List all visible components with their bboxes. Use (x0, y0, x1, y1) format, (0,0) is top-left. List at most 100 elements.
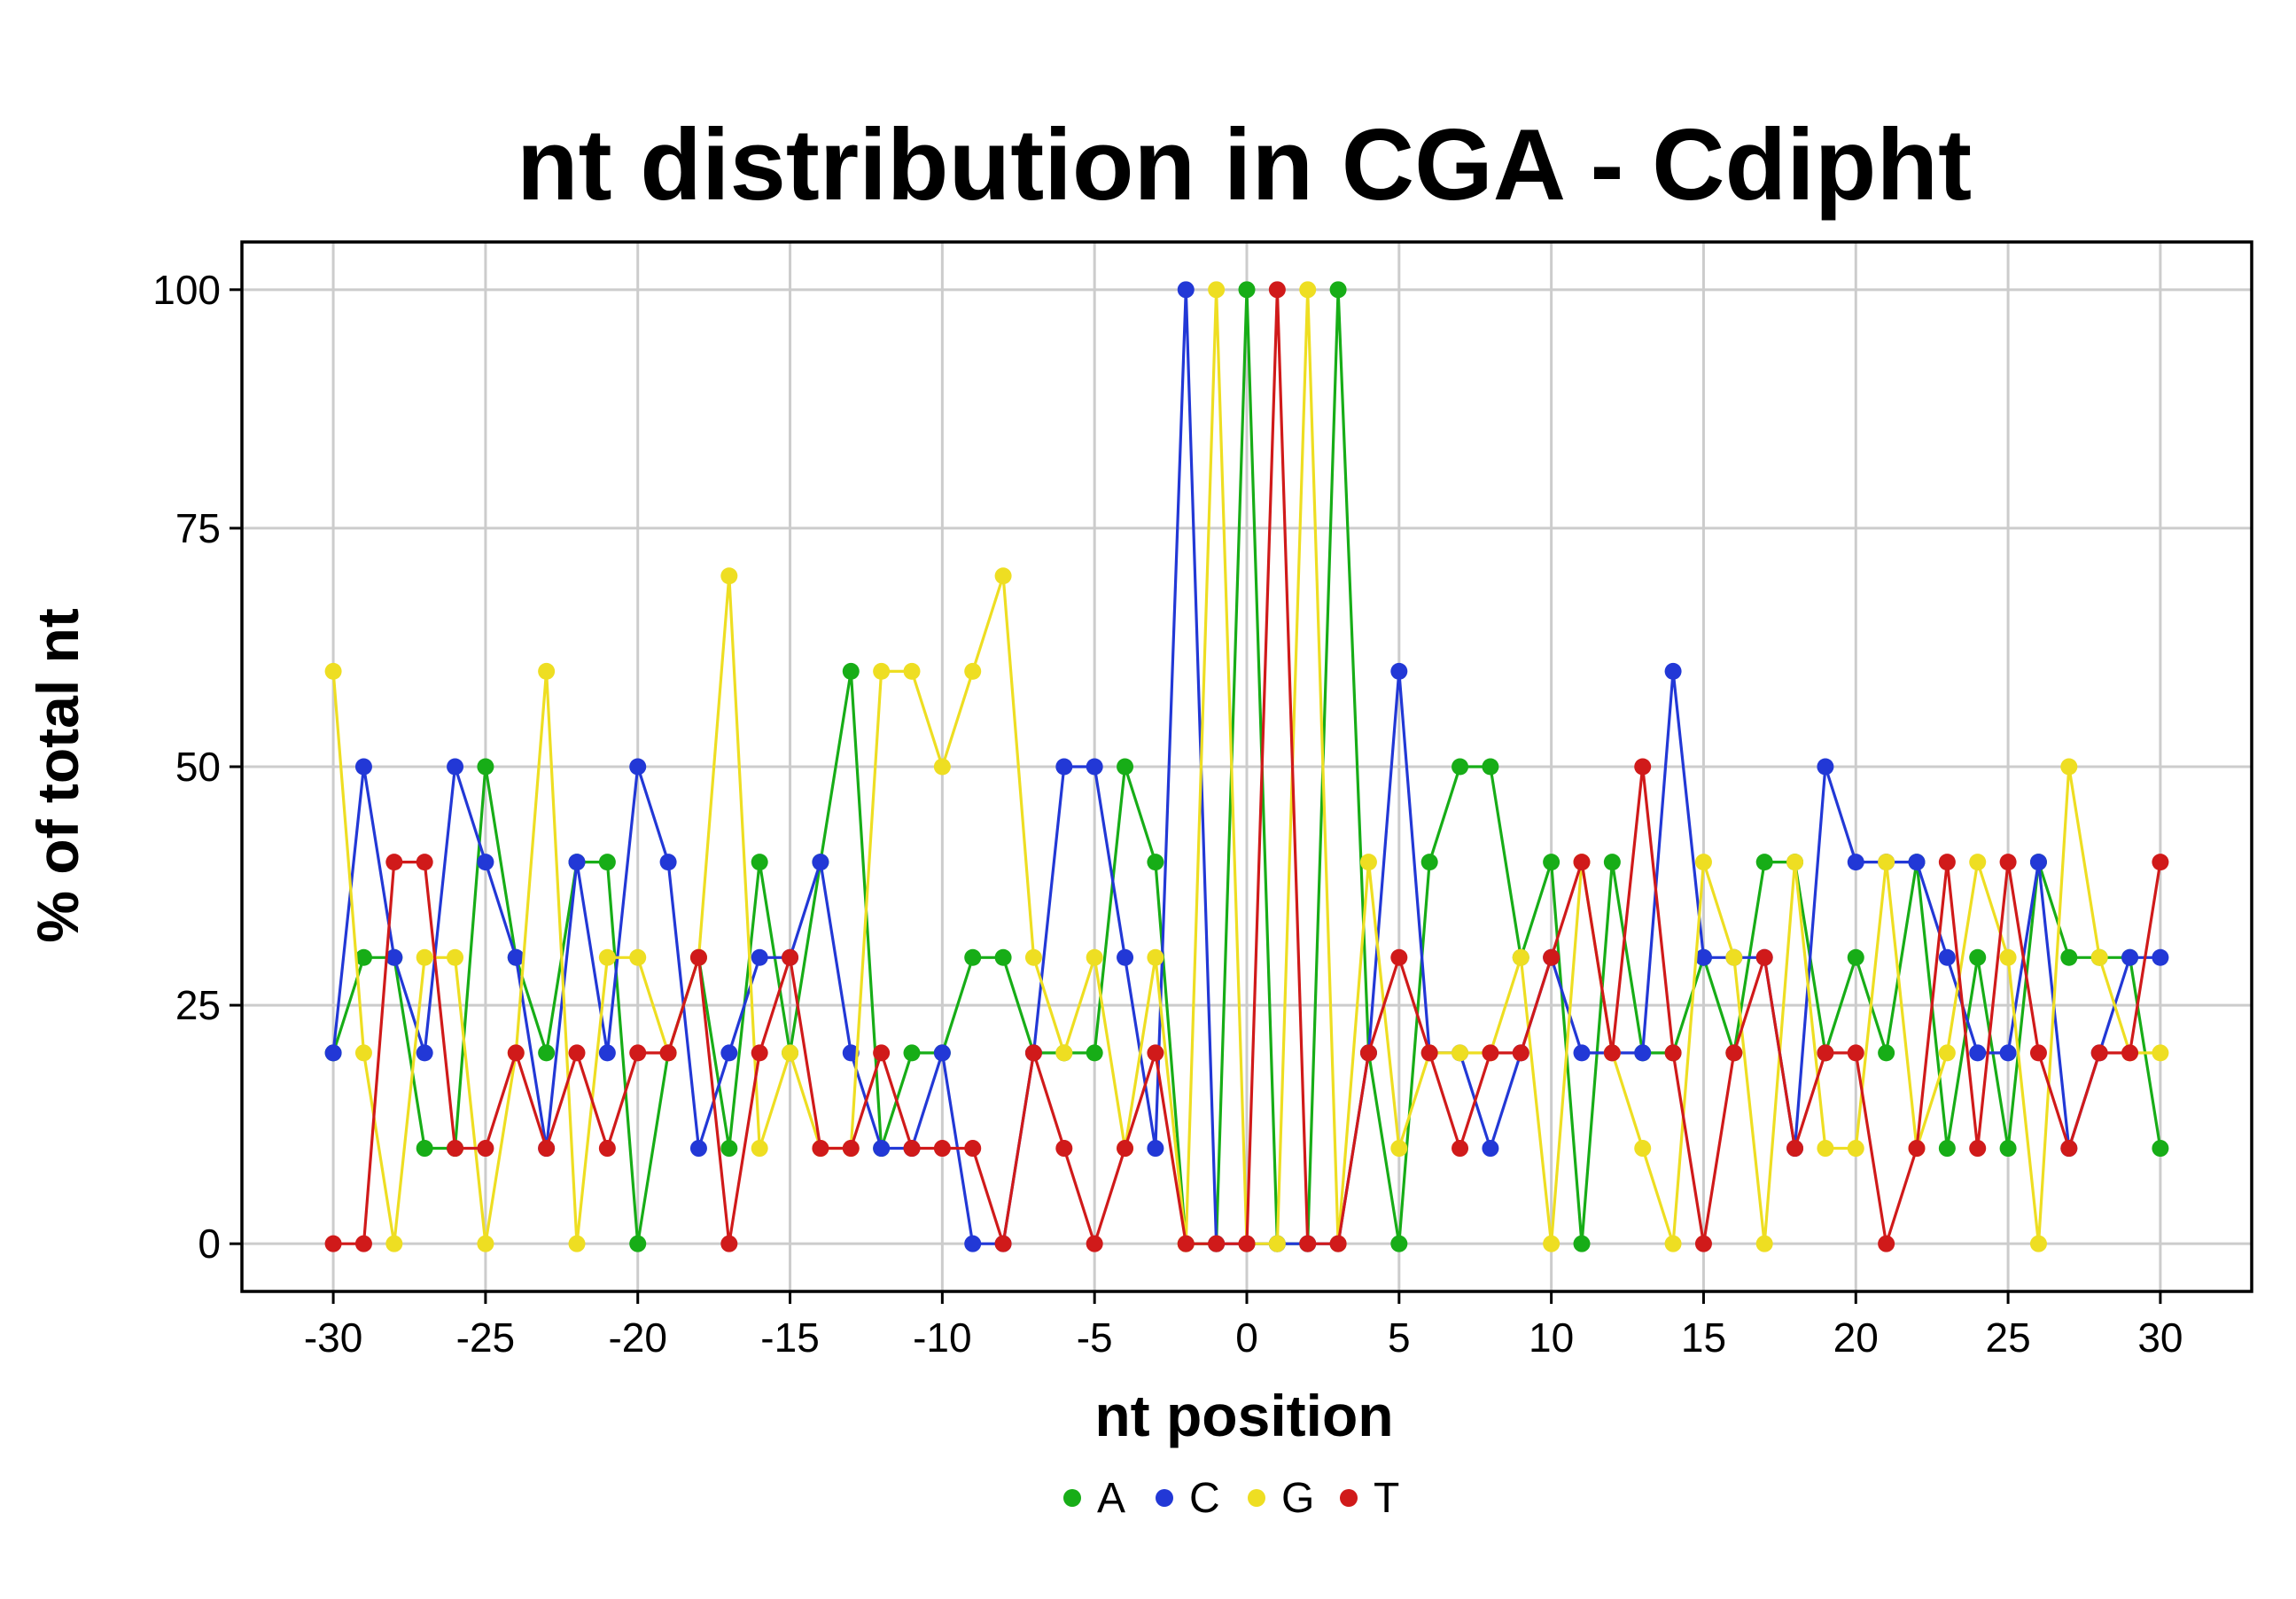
data-point-G (447, 948, 464, 966)
data-point-A (1390, 1235, 1408, 1252)
data-point-A (1238, 281, 1256, 299)
x-tick-label: -25 (456, 1314, 515, 1361)
data-point-T (720, 1235, 738, 1252)
data-point-T (1147, 1044, 1164, 1062)
data-point-G (873, 662, 891, 680)
data-point-C (416, 1044, 433, 1062)
data-point-C (1634, 1044, 1652, 1062)
data-point-A (1147, 854, 1164, 871)
data-point-T (751, 1044, 768, 1062)
data-point-T (1329, 1235, 1347, 1252)
data-point-G (1817, 1140, 1834, 1158)
data-point-G (1634, 1140, 1652, 1158)
data-point-A (354, 948, 372, 966)
data-point-G (568, 1235, 586, 1252)
data-point-T (689, 948, 707, 966)
data-point-T (1969, 1140, 1987, 1158)
y-axis-title: % of total nt (25, 608, 90, 943)
data-point-G (2152, 1044, 2169, 1062)
data-point-T (1482, 1044, 1499, 1062)
data-point-T (1755, 948, 1773, 966)
data-point-C (1664, 662, 1682, 680)
data-point-C (842, 1044, 860, 1062)
x-tick-label: -15 (760, 1314, 819, 1361)
data-point-T (1420, 1044, 1438, 1062)
data-point-C (1817, 758, 1834, 776)
data-point-A (1938, 1140, 1956, 1158)
data-point-C (1847, 854, 1864, 871)
data-point-T (1573, 854, 1591, 871)
data-point-G (1786, 854, 1804, 871)
data-point-T (782, 948, 799, 966)
data-point-C (873, 1140, 891, 1158)
x-tick-label: 10 (1529, 1314, 1574, 1361)
x-tick-label: -30 (304, 1314, 362, 1361)
series-layer (324, 281, 2169, 1252)
data-point-T (1452, 1140, 1469, 1158)
data-point-G (1208, 281, 1226, 299)
data-point-A (994, 948, 1012, 966)
data-point-T (1847, 1044, 1864, 1062)
legend-item-G: G (1248, 1475, 1314, 1522)
data-point-C (933, 1044, 951, 1062)
legend-label-C: C (1189, 1475, 1220, 1522)
data-point-C (477, 854, 494, 871)
data-point-T (1725, 1044, 1743, 1062)
data-point-T (447, 1140, 464, 1158)
data-point-G (1694, 854, 1712, 871)
data-point-T (659, 1044, 677, 1062)
legend-item-C: C (1156, 1475, 1220, 1522)
data-point-T (2029, 1044, 2047, 1062)
data-point-G (1847, 1140, 1864, 1158)
data-point-G (1969, 854, 1987, 871)
x-tick-label: 30 (2137, 1314, 2183, 1361)
data-point-A (1452, 758, 1469, 776)
data-point-C (1573, 1044, 1591, 1062)
data-point-A (1969, 948, 1987, 966)
y-axis: 0 25 50 75 100 (152, 267, 242, 1267)
data-point-C (2029, 854, 2047, 871)
data-point-G (1390, 1140, 1408, 1158)
data-point-A (842, 662, 860, 680)
data-point-T (507, 1044, 525, 1062)
data-point-A (1543, 854, 1561, 871)
x-tick-label: -10 (913, 1314, 971, 1361)
data-point-C (1969, 1044, 1987, 1062)
data-point-C (1086, 758, 1103, 776)
data-point-T (1512, 1044, 1529, 1062)
data-point-G (598, 948, 616, 966)
data-point-A (720, 1140, 738, 1158)
data-point-T (1999, 854, 2017, 871)
data-point-C (1999, 1044, 2017, 1062)
data-point-T (1390, 948, 1408, 966)
data-point-A (1117, 758, 1134, 776)
data-point-G (1938, 1044, 1956, 1062)
data-point-C (1390, 662, 1408, 680)
data-point-T (385, 854, 403, 871)
data-point-C (1694, 948, 1712, 966)
data-point-G (903, 662, 921, 680)
data-point-C (689, 1140, 707, 1158)
data-point-C (751, 948, 768, 966)
data-point-T (354, 1235, 372, 1252)
data-point-C (720, 1044, 738, 1062)
data-point-A (477, 758, 494, 776)
data-point-C (1055, 758, 1073, 776)
data-point-C (568, 854, 586, 871)
data-point-A (1420, 854, 1438, 871)
legend-label-T: T (1374, 1475, 1399, 1522)
legend-marker-A (1063, 1489, 1081, 1507)
legend-label-G: G (1281, 1475, 1314, 1522)
data-point-T (1299, 1235, 1317, 1252)
data-point-C (598, 1044, 616, 1062)
data-point-T (1055, 1140, 1073, 1158)
x-tick-label: -20 (608, 1314, 666, 1361)
data-point-A (2152, 1140, 2169, 1158)
data-point-T (1268, 281, 1286, 299)
data-point-G (1359, 854, 1377, 871)
x-tick-label: 15 (1681, 1314, 1726, 1361)
data-point-G (1725, 948, 1743, 966)
data-point-G (1755, 1235, 1773, 1252)
data-point-G (751, 1140, 768, 1158)
